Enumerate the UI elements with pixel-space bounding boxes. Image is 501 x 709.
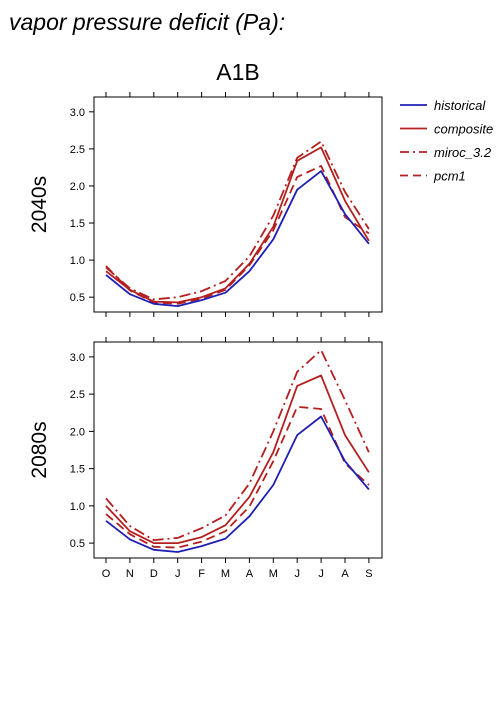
x-tick-label: S bbox=[365, 568, 372, 580]
legend-label: composite bbox=[434, 122, 493, 137]
x-tick-label: J bbox=[294, 568, 300, 580]
x-tick-label: J bbox=[318, 568, 324, 580]
y-tick-label: 2.0 bbox=[70, 426, 85, 438]
y-tick-label: 0.5 bbox=[70, 538, 85, 550]
row-label: 2040s bbox=[28, 176, 51, 233]
y-tick-label: 2.0 bbox=[70, 181, 85, 193]
figure-header: vapor pressure deficit (Pa): bbox=[9, 9, 285, 35]
x-tick-label: A bbox=[246, 568, 254, 580]
panel-2080s: 0.5 1.0 1.5 2.0 2.5 3.0 O N D J F M A M J J A S 2080s bbox=[28, 337, 383, 580]
legend-label: pcm1 bbox=[433, 169, 466, 184]
x-tick-label: N bbox=[126, 568, 134, 580]
series-line-miroc_3.2 bbox=[105, 140, 370, 301]
plot-frame bbox=[93, 96, 383, 313]
y-tick-label: 1.5 bbox=[70, 464, 85, 476]
legend-item-historical: historical bbox=[400, 98, 486, 113]
plot-frame bbox=[93, 341, 383, 559]
y-tick-label: 2.5 bbox=[70, 389, 85, 401]
x-tick-label: J bbox=[175, 568, 181, 580]
x-tick-label: M bbox=[269, 568, 278, 580]
y-tick-label: 2.5 bbox=[70, 144, 85, 156]
legend-label: miroc_3.2 bbox=[434, 145, 492, 160]
legend: historical composite miroc_3.2 pcm1 bbox=[400, 98, 493, 184]
series-line-composite bbox=[105, 146, 370, 304]
y-tick-label: 1.0 bbox=[70, 255, 85, 267]
series-line-composite bbox=[105, 374, 370, 544]
legend-item-miroc_3.2: miroc_3.2 bbox=[400, 145, 492, 160]
panels-group: 0.5 1.0 1.5 2.0 2.5 3.0 2040s 0.5 1.0 1.5 2.0 2.5 3.… bbox=[28, 92, 383, 580]
series-line-pcm1 bbox=[105, 164, 370, 305]
y-tick-label: 1.0 bbox=[70, 501, 85, 513]
scenario-title: A1B bbox=[216, 59, 259, 85]
panel-2040s: 0.5 1.0 1.5 2.0 2.5 3.0 2040s bbox=[28, 92, 383, 317]
series-line-historical bbox=[105, 415, 370, 553]
y-tick-label: 0.5 bbox=[70, 292, 85, 304]
row-label: 2080s bbox=[28, 421, 51, 478]
legend-item-composite: composite bbox=[400, 122, 493, 137]
y-tick-label: 3.0 bbox=[70, 352, 85, 364]
x-tick-label: D bbox=[150, 568, 158, 580]
x-tick-label: O bbox=[102, 568, 111, 580]
y-tick-label: 3.0 bbox=[70, 107, 85, 119]
x-tick-label: A bbox=[341, 568, 349, 580]
series-line-pcm1 bbox=[105, 405, 370, 549]
y-tick-label: 1.5 bbox=[70, 218, 85, 230]
legend-item-pcm1: pcm1 bbox=[400, 169, 466, 184]
x-tick-label: M bbox=[221, 568, 230, 580]
series-line-historical bbox=[105, 170, 370, 308]
x-tick-label: F bbox=[198, 568, 205, 580]
series-line-miroc_3.2 bbox=[105, 349, 370, 541]
legend-label: historical bbox=[434, 98, 486, 113]
